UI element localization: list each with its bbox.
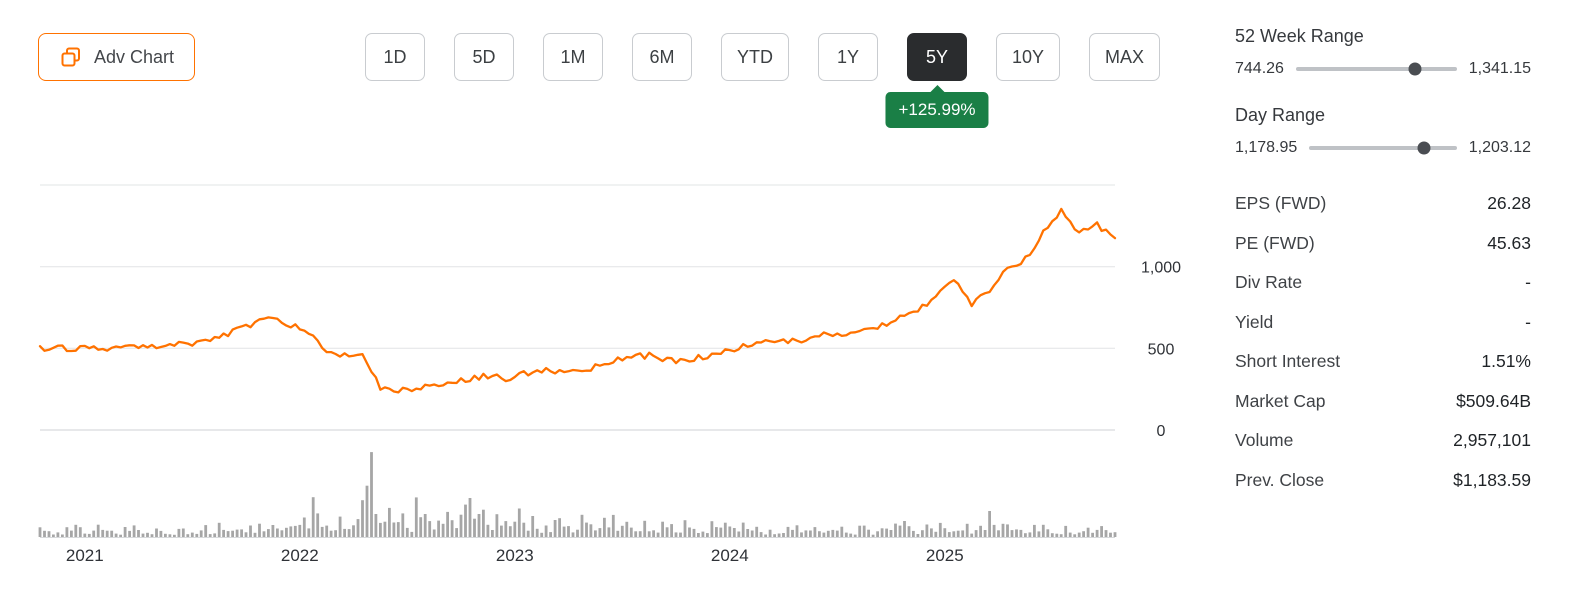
- stat-value: 45.63: [1487, 232, 1531, 253]
- day-range-block: Day Range 1,178.95 1,203.12: [1235, 105, 1531, 157]
- week-range-slider: [1295, 62, 1457, 76]
- stat-label: EPS (FWD): [1235, 193, 1327, 214]
- range-selector: 1D 5D 1M 6M YTD 1Y 5Y +125.99% 10Y MAX: [365, 33, 1161, 128]
- stat-row-pe-fwd: PE (FWD) 45.63: [1235, 224, 1531, 264]
- day-range-low: 1,178.95: [1235, 139, 1298, 156]
- range-button-1m[interactable]: 1M: [543, 33, 603, 81]
- range-button-label: 5D: [472, 46, 496, 67]
- stats-panel: 52 Week Range 744.26 1,341.15 Day Range …: [1235, 26, 1531, 500]
- stat-value: 2,957,101: [1453, 430, 1531, 451]
- stat-label: Volume: [1235, 430, 1294, 451]
- badge-pointer-icon: [928, 85, 945, 93]
- stat-row-short-interest: Short Interest 1.51%: [1235, 342, 1531, 382]
- x-axis-label: 2023: [496, 546, 534, 565]
- stat-value: -: [1525, 272, 1531, 293]
- stat-value: 1.51%: [1481, 351, 1531, 372]
- day-range-slider: [1309, 141, 1457, 155]
- stat-row-yield: Yield -: [1235, 303, 1531, 343]
- week-range-low: 744.26: [1235, 60, 1284, 77]
- stat-label: Yield: [1235, 311, 1274, 332]
- stat-value: -: [1525, 311, 1531, 332]
- range-button-5d[interactable]: 5D: [454, 33, 514, 81]
- x-axis-label: 2024: [711, 546, 749, 565]
- stat-label: Div Rate: [1235, 272, 1303, 293]
- stat-row-market-cap: Market Cap $509.64B: [1235, 382, 1531, 422]
- range-button-1d[interactable]: 1D: [365, 33, 425, 81]
- x-axis-label: 2025: [926, 546, 964, 565]
- range-button-label: 5Y: [925, 46, 949, 67]
- stat-label: PE (FWD): [1235, 232, 1315, 253]
- range-button-max[interactable]: MAX: [1089, 33, 1161, 81]
- stat-value: 26.28: [1487, 193, 1531, 214]
- x-axis-label: 2021: [66, 546, 104, 565]
- stat-label: Short Interest: [1235, 351, 1341, 372]
- price-volume-chart: 0 500 1,000 2021 2022 2023 2024 2025: [38, 184, 1181, 565]
- week-range-block: 52 Week Range 744.26 1,341.15: [1235, 26, 1531, 78]
- week-range-title: 52 Week Range: [1235, 26, 1364, 46]
- day-range-title: Day Range: [1235, 105, 1326, 125]
- stat-row-eps-fwd: EPS (FWD) 26.28: [1235, 184, 1531, 224]
- y-axis-label: 1,000: [1141, 260, 1181, 277]
- y-axis-label: 500: [1148, 341, 1175, 358]
- y-axis-label: 0: [1157, 423, 1166, 440]
- day-range-thumb: [1417, 141, 1431, 155]
- week-range-thumb: [1408, 62, 1422, 76]
- stat-row-div-rate: Div Rate -: [1235, 263, 1531, 303]
- volume-bars: [38, 452, 1117, 537]
- performance-badge-label: +125.99%: [898, 100, 976, 119]
- x-axis-label: 2022: [281, 546, 319, 565]
- stat-row-volume: Volume 2,957,101: [1235, 421, 1531, 461]
- range-button-label: YTD: [737, 46, 773, 67]
- range-button-ytd[interactable]: YTD: [721, 33, 789, 81]
- day-range-high: 1,203.12: [1468, 139, 1531, 156]
- range-button-label: 10Y: [1012, 46, 1045, 67]
- range-button-label: 1M: [560, 46, 586, 67]
- stat-row-prev-close: Prev. Close $1,183.59: [1235, 461, 1531, 501]
- range-button-6m[interactable]: 6M: [632, 33, 692, 81]
- adv-chart-button[interactable]: Adv Chart: [38, 33, 196, 81]
- range-button-label: 1D: [383, 46, 407, 67]
- stat-label: Prev. Close: [1235, 469, 1325, 490]
- range-button-label: 1Y: [836, 46, 860, 67]
- range-button-10y[interactable]: 10Y: [996, 33, 1061, 81]
- range-button-5y[interactable]: 5Y +125.99%: [885, 33, 989, 128]
- price-line: [38, 207, 1117, 394]
- adv-chart-label: Adv Chart: [94, 46, 175, 67]
- stat-value: $509.64B: [1456, 390, 1531, 411]
- key-stats-list: EPS (FWD) 26.28 PE (FWD) 45.63 Div Rate - Yiel…: [1235, 184, 1531, 500]
- stat-label: Market Cap: [1235, 390, 1326, 411]
- range-button-1y[interactable]: 1Y: [818, 33, 878, 81]
- adv-chart-icon: [59, 45, 83, 69]
- week-range-high: 1,341.15: [1468, 60, 1531, 77]
- stat-value: $1,183.59: [1453, 469, 1531, 490]
- performance-badge: +125.99%: [885, 85, 989, 128]
- range-button-label: 6M: [649, 46, 675, 67]
- range-button-label: MAX: [1105, 46, 1145, 67]
